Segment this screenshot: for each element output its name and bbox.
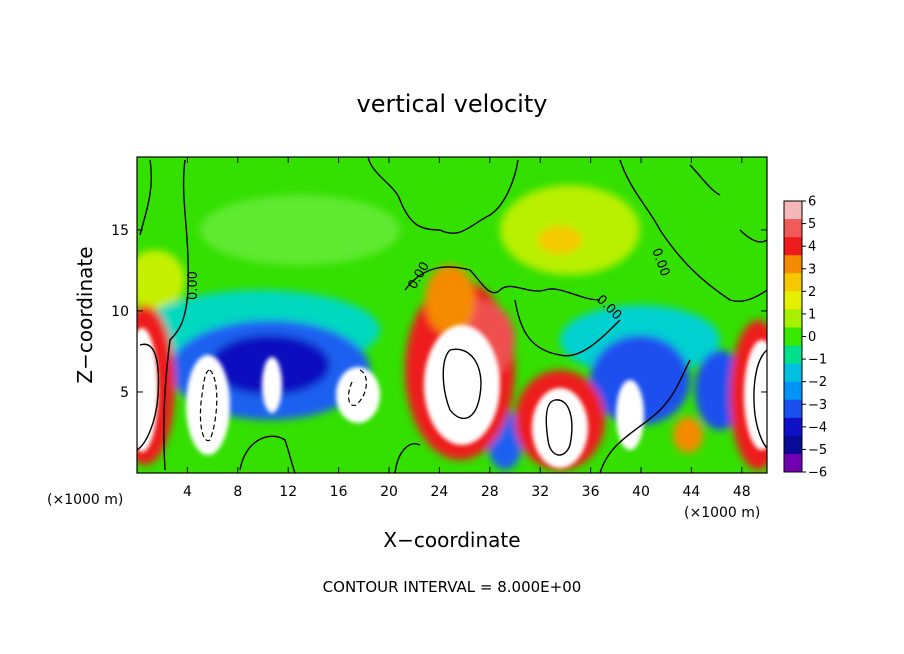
x-tick-label: 4 xyxy=(183,484,192,500)
colorbar-swatch xyxy=(784,291,802,310)
x-axis-ticks: 4 8 12 16 20 24 28 32 36 40 44 48 xyxy=(183,157,751,500)
colorbar-swatch xyxy=(784,399,802,419)
colorbar-swatch xyxy=(784,273,802,292)
blob-orange-right xyxy=(673,417,703,453)
colorbar-label: 5 xyxy=(808,217,816,232)
colorbar-swatch xyxy=(784,417,802,437)
colorbar-label: 6 xyxy=(808,195,816,210)
x-tick-label: 44 xyxy=(682,484,700,500)
contour-zero-right xyxy=(619,159,767,302)
blob-blue-right xyxy=(590,335,690,425)
contour-zero-lower xyxy=(514,299,621,357)
contour-lines xyxy=(137,157,767,473)
y-tick-label: 5 xyxy=(120,385,129,401)
blob-upper-mid xyxy=(200,195,400,265)
core-x33 xyxy=(532,388,588,468)
colorbar-swatch xyxy=(784,201,802,220)
colorbar-swatch xyxy=(784,453,802,473)
y-tick-label: 10 xyxy=(111,304,129,320)
y-axis-ticks: 5 10 15 xyxy=(111,223,767,401)
colorbar-swatch xyxy=(784,327,802,347)
contour-interval-note: CONTOUR INTERVAL = 8.000E+00 xyxy=(323,578,582,596)
contour-zero-mid2 xyxy=(404,266,601,301)
y-tick-label: 15 xyxy=(111,223,129,239)
colorbar-swatch xyxy=(784,237,802,256)
colorbar-label: 4 xyxy=(808,240,816,255)
contour-high-left xyxy=(137,343,160,451)
plot-frame xyxy=(136,156,768,474)
x-tick-label: 36 xyxy=(582,484,600,500)
core-left xyxy=(137,328,158,452)
x-tick-label: 24 xyxy=(430,484,448,500)
contour-low-1 xyxy=(239,435,296,473)
colorbar-label: −5 xyxy=(808,443,827,458)
core-x10 xyxy=(262,357,282,413)
x-unit-right: (×1000 m) xyxy=(684,505,760,521)
heatmap-field: 0.00 0.00 0.00 0.00 xyxy=(137,157,767,473)
colorbar-label: −1 xyxy=(808,353,827,368)
colorbar-swatch xyxy=(784,381,802,401)
colorbar-label: 1 xyxy=(808,307,816,322)
colorbar: 6 5 4 3 2 1 0 −1 −2 −3 −4 −5 −6 xyxy=(783,195,827,481)
core-x6 xyxy=(186,355,230,455)
contour-zero-mid xyxy=(367,157,519,234)
core-x16 xyxy=(336,367,380,423)
contour-high-x33 xyxy=(545,399,573,456)
colorbar-label: 3 xyxy=(808,262,816,277)
colorbar-label: −6 xyxy=(808,466,827,481)
x-tick-label: 28 xyxy=(481,484,499,500)
x-tick-label: 20 xyxy=(380,484,398,500)
contour-zero-right2 xyxy=(689,164,767,243)
x-tick-label: 40 xyxy=(632,484,650,500)
x-tick-label: 12 xyxy=(279,484,297,500)
colorbar-swatch xyxy=(784,255,802,274)
colorbar-label: 0 xyxy=(808,330,816,345)
x-tick-label: 32 xyxy=(531,484,549,500)
x-tick-label: 48 xyxy=(733,484,751,500)
contour-neg-x6 xyxy=(199,369,218,442)
y-axis-title: Z−coordinate xyxy=(73,246,97,383)
blob-upper-right-core xyxy=(538,226,582,254)
core-x39 xyxy=(616,380,644,450)
colorbar-label: 2 xyxy=(808,285,816,300)
contour-low-2 xyxy=(394,443,421,473)
core-x25 xyxy=(424,325,500,445)
x-tick-label: 16 xyxy=(330,484,348,500)
colorbar-swatch xyxy=(784,363,802,383)
colorbar-swatch xyxy=(784,435,802,455)
white-cores xyxy=(137,325,767,468)
core-right xyxy=(744,340,767,450)
x-axis-title: X−coordinate xyxy=(383,528,520,552)
colorbar-label: −2 xyxy=(808,375,827,390)
contour-low-3 xyxy=(599,359,691,473)
contour-neg-x16 xyxy=(347,369,367,406)
chart-title: vertical velocity xyxy=(357,90,548,118)
colorbar-swatch xyxy=(784,309,802,328)
blob-upper-left xyxy=(137,250,185,310)
contour-lines-negative xyxy=(199,369,367,442)
contour-zero-left xyxy=(139,159,189,471)
contour-high-x25 xyxy=(442,348,482,420)
colorbar-swatch xyxy=(784,345,802,365)
x-unit-left: (×1000 m) xyxy=(47,492,123,508)
contour-high-right xyxy=(753,349,767,449)
colorbar-swatch xyxy=(784,219,802,238)
contour-label-1: 0.00 xyxy=(186,271,201,300)
blob-orange-center xyxy=(425,265,475,335)
colorbar-label: −4 xyxy=(808,420,827,435)
x-tick-label: 8 xyxy=(233,484,242,500)
colorbar-label: −3 xyxy=(808,398,827,413)
